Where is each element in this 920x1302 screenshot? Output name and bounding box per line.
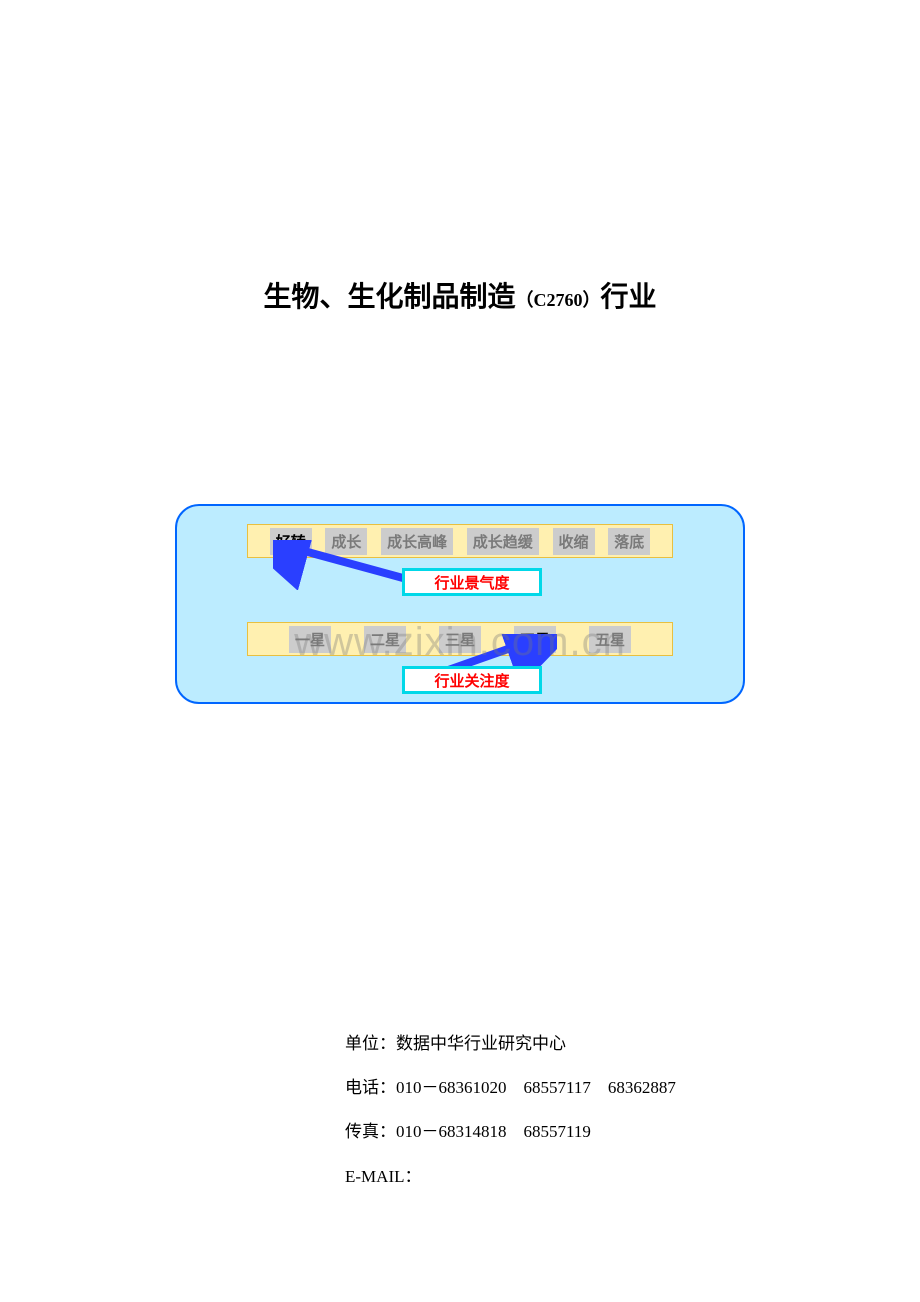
prosperity-label-text: 行业景气度 [434,572,509,593]
industry-indicator-panel: 好转 成长 成长高峰 成长趋缓 收缩 落底 行业景气度 一星 二星 三星 四星 … [175,504,745,704]
attention-label-pill: 行业关注度 [402,666,542,694]
prosperity-label-pill: 行业景气度 [402,568,542,596]
attention-label-text: 行业关注度 [434,670,509,691]
prosperity-stage-2: 成长高峰 [381,528,453,555]
contact-email: E-MAIL： [345,1155,865,1199]
contact-fax: 传真：010－68314818 68557119 [345,1110,865,1154]
org-label: 单位： [345,1034,396,1053]
contact-block: 单位：数据中华行业研究中心 电话：010－68361020 68557117 6… [345,1022,865,1199]
contact-org: 单位：数据中华行业研究中心 [345,1022,865,1066]
watermark-text: www.zixin.com.cn [0,620,920,665]
contact-tel: 电话：010－68361020 68557117 68362887 [345,1066,865,1110]
prosperity-stage-3: 成长趋缓 [467,528,539,555]
org-value: 数据中华行业研究中心 [396,1034,566,1053]
prosperity-stage-0: 好转 [270,528,312,555]
email-label: E-MAIL： [345,1167,421,1186]
prosperity-stage-band: 好转 成长 成长高峰 成长趋缓 收缩 落底 [247,524,673,558]
page-title: 生物、生化制品制造（C2760）行业 [0,275,920,315]
fax-value: 010－68314818 68557119 [396,1122,591,1141]
prosperity-stage-1: 成长 [325,528,367,555]
fax-label: 传真： [345,1122,396,1141]
prosperity-stage-4: 收缩 [553,528,595,555]
title-suffix: 行业 [601,282,657,313]
title-code: （C2760） [516,290,601,310]
tel-label: 电话： [345,1078,396,1097]
title-prefix: 生物、生化制品制造 [263,282,515,313]
tel-value: 010－68361020 68557117 68362887 [396,1078,676,1097]
prosperity-stage-5: 落底 [608,528,650,555]
